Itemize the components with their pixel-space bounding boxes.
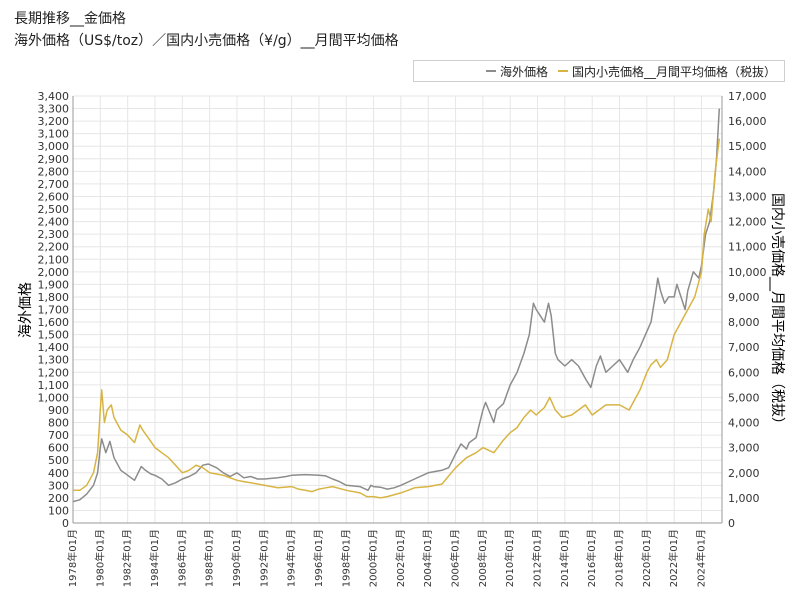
right-tick-label: 14,000 xyxy=(728,165,767,178)
x-tick-label: 1990年01月 xyxy=(230,529,243,587)
legend-label-domestic: 国内小売価格__月間平均価格（税抜） xyxy=(571,64,776,79)
left-tick-label: 200 xyxy=(48,492,69,505)
left-tick-label: 100 xyxy=(48,504,69,517)
left-tick-label: 1,400 xyxy=(38,341,70,354)
x-tick-label: 2022年01月 xyxy=(667,529,680,587)
x-tick-label: 2006年01月 xyxy=(449,529,462,587)
legend-swatch-overseas xyxy=(485,70,496,72)
left-tick-label: 300 xyxy=(48,479,69,492)
left-tick-label: 2,300 xyxy=(38,228,70,241)
right-tick-label: 15,000 xyxy=(728,140,767,153)
left-tick-label: 1,600 xyxy=(38,316,70,329)
x-tick-label: 2024年01月 xyxy=(695,529,708,587)
right-tick-label: 5,000 xyxy=(728,391,760,404)
x-tick-label: 2004年01月 xyxy=(421,529,434,587)
left-tick-label: 1,500 xyxy=(38,329,70,342)
left-tick-label: 900 xyxy=(48,404,69,417)
left-tick-label: 800 xyxy=(48,417,69,430)
x-tick-label: 2002年01月 xyxy=(394,529,407,587)
left-tick-label: 1,200 xyxy=(38,366,70,379)
right-tick-label: 8,000 xyxy=(728,316,760,329)
right-tick-label: 7,000 xyxy=(728,341,760,354)
series-lines xyxy=(72,108,721,503)
right-tick-label: 6,000 xyxy=(728,366,760,379)
x-tick-label: 2016年01月 xyxy=(585,529,598,587)
left-tick-label: 1,700 xyxy=(38,304,70,317)
right-tick-label: 11,000 xyxy=(728,241,767,254)
left-tick-label: 2,000 xyxy=(38,266,70,279)
left-tick-label: 2,400 xyxy=(38,216,70,229)
left-tick-label: 1,300 xyxy=(38,354,70,367)
right-tick-label: 2,000 xyxy=(728,467,760,480)
x-tick-label: 2014年01月 xyxy=(558,529,571,587)
chart-legend: 海外価格 国内小売価格__月間平均価格（税抜） xyxy=(413,60,785,82)
left-tick-label: 400 xyxy=(48,467,69,480)
legend-item-domestic[interactable]: 国内小売価格__月間平均価格（税抜） xyxy=(557,63,776,80)
x-tick-label: 2000年01月 xyxy=(367,529,380,587)
left-tick-label: 700 xyxy=(48,429,69,442)
left-tick-label: 500 xyxy=(48,454,69,467)
left-tick-label: 600 xyxy=(48,442,69,455)
left-tick-label: 3,400 xyxy=(38,90,70,103)
x-tick-label: 2020年01月 xyxy=(640,529,653,587)
x-tick-label: 2012年01月 xyxy=(531,529,544,587)
left-tick-label: 2,100 xyxy=(38,253,70,266)
left-tick-label: 2,200 xyxy=(38,241,70,254)
left-axis-ticks: 01002003004005006007008009001,0001,1001,… xyxy=(38,90,70,530)
left-tick-label: 1,900 xyxy=(38,278,70,291)
x-tick-label: 1992年01月 xyxy=(257,529,270,587)
left-tick-label: 2,500 xyxy=(38,203,70,216)
left-tick-label: 3,200 xyxy=(38,115,70,128)
right-axis-ticks: 0 1,000 2,000 3,000 4,000 5,000 6,000 7,000 8,00… xyxy=(728,90,767,530)
x-tick-label: 1998年01月 xyxy=(339,529,352,587)
x-tick-label: 2018年01月 xyxy=(613,529,626,587)
x-tick-label: 1988年01月 xyxy=(203,529,216,587)
left-tick-label: 3,300 xyxy=(38,103,70,116)
y-axis-label-left: 海外価格 xyxy=(18,282,34,338)
x-axis-ticks: 1978年01月 1980年01月 1982年01月 1984年01月 1986年01月… xyxy=(66,529,708,587)
right-tick-label: 17,000 xyxy=(728,90,767,103)
left-tick-label: 1,100 xyxy=(38,379,70,392)
right-tick-label: 10,000 xyxy=(728,266,767,279)
right-tick-label: 13,000 xyxy=(728,190,767,203)
right-tick-label: 12,000 xyxy=(728,216,767,229)
legend-label-overseas: 海外価格 xyxy=(499,64,548,79)
right-tick-label: 4,000 xyxy=(728,417,760,430)
right-tick-label: 9,000 xyxy=(728,291,760,304)
right-tick-label: 0 xyxy=(728,517,735,530)
y-axis-label-right: 国内小売価格__月間平均価格（税抜） xyxy=(769,193,785,431)
x-tick-label: 1996年01月 xyxy=(312,529,325,587)
series-line-overseas xyxy=(72,108,721,503)
left-tick-label: 3,100 xyxy=(38,128,70,141)
legend-swatch-domestic xyxy=(557,70,568,72)
x-tick-label: 2008年01月 xyxy=(476,529,489,587)
x-tick-label: 1994年01月 xyxy=(285,529,298,587)
right-tick-label: 3,000 xyxy=(728,442,760,455)
left-tick-label: 2,700 xyxy=(38,178,70,191)
grid-lines xyxy=(72,95,722,524)
series-line-domestic xyxy=(73,138,721,499)
left-tick-label: 1,000 xyxy=(38,391,70,404)
left-tick-label: 1,800 xyxy=(38,291,70,304)
x-tick-label: 1986年01月 xyxy=(175,529,188,587)
legend-item-overseas[interactable]: 海外価格 xyxy=(485,63,548,80)
x-tick-label: 2010年01月 xyxy=(503,529,516,587)
left-tick-label: 2,900 xyxy=(38,153,70,166)
x-tick-label: 1984年01月 xyxy=(148,529,161,587)
left-tick-label: 2,600 xyxy=(38,190,70,203)
x-tick-label: 1982年01月 xyxy=(121,529,134,587)
right-tick-label: 16,000 xyxy=(728,115,767,128)
x-tick-label: 1980年01月 xyxy=(93,529,106,587)
x-tick-label: 1978年01月 xyxy=(66,529,79,587)
chart-subtitle: 海外価格（US$/toz）／国内小売価格（¥/g）__月間平均価格 xyxy=(14,33,399,49)
chart-title: 長期推移__金価格 xyxy=(14,11,126,27)
left-tick-label: 0 xyxy=(62,517,69,530)
left-tick-label: 2,800 xyxy=(38,165,70,178)
right-tick-label: 1,000 xyxy=(728,492,760,505)
axes xyxy=(72,96,723,524)
left-tick-label: 3,000 xyxy=(38,140,70,153)
